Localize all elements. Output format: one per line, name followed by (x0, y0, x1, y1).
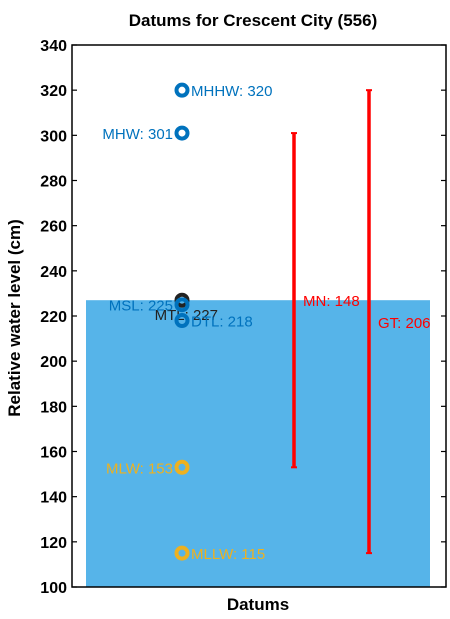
datum-label: MLLW: 115 (191, 546, 265, 563)
datum-label: MHW: 301 (102, 126, 173, 143)
y-tick-label: 260 (40, 219, 67, 236)
y-tick-label: 120 (40, 535, 67, 552)
y-axis-label: Relative water level (cm) (5, 219, 24, 416)
y-tick-label: 200 (40, 354, 67, 371)
y-tick-label: 340 (40, 38, 67, 55)
y-tick-label: 180 (40, 399, 67, 416)
water-level-fill (86, 300, 430, 587)
datum-label: MHHW: 320 (191, 83, 272, 100)
y-tick-label: 140 (40, 490, 67, 507)
y-tick-label: 220 (40, 309, 67, 326)
datum-marker (174, 545, 190, 561)
y-tick-label: 320 (40, 83, 67, 100)
datum-marker (174, 82, 190, 98)
plot-area: 100 120 140 160 180 200 220 240 260 280 300 320 340 M… (40, 38, 447, 597)
datum-marker (174, 125, 190, 141)
y-tick-label: 100 (40, 580, 67, 597)
datum-label: MSL: 225 (109, 298, 173, 315)
y-tick-label: 240 (40, 264, 67, 281)
y-tick-label: 160 (40, 445, 67, 462)
datum-label: MLW: 153 (106, 460, 173, 477)
range-label: GT: 206 (378, 315, 431, 332)
datum-marker (174, 297, 190, 313)
datum-label: DTL: 218 (191, 314, 253, 331)
y-tick-label: 280 (40, 174, 67, 191)
y-tick-label: 300 (40, 128, 67, 145)
chart-title: Datums for Crescent City (556) (129, 11, 377, 30)
datum-marker (174, 313, 190, 329)
x-axis-label: Datums (227, 595, 289, 614)
range-label: MN: 148 (303, 293, 360, 310)
datum-marker (174, 459, 190, 475)
